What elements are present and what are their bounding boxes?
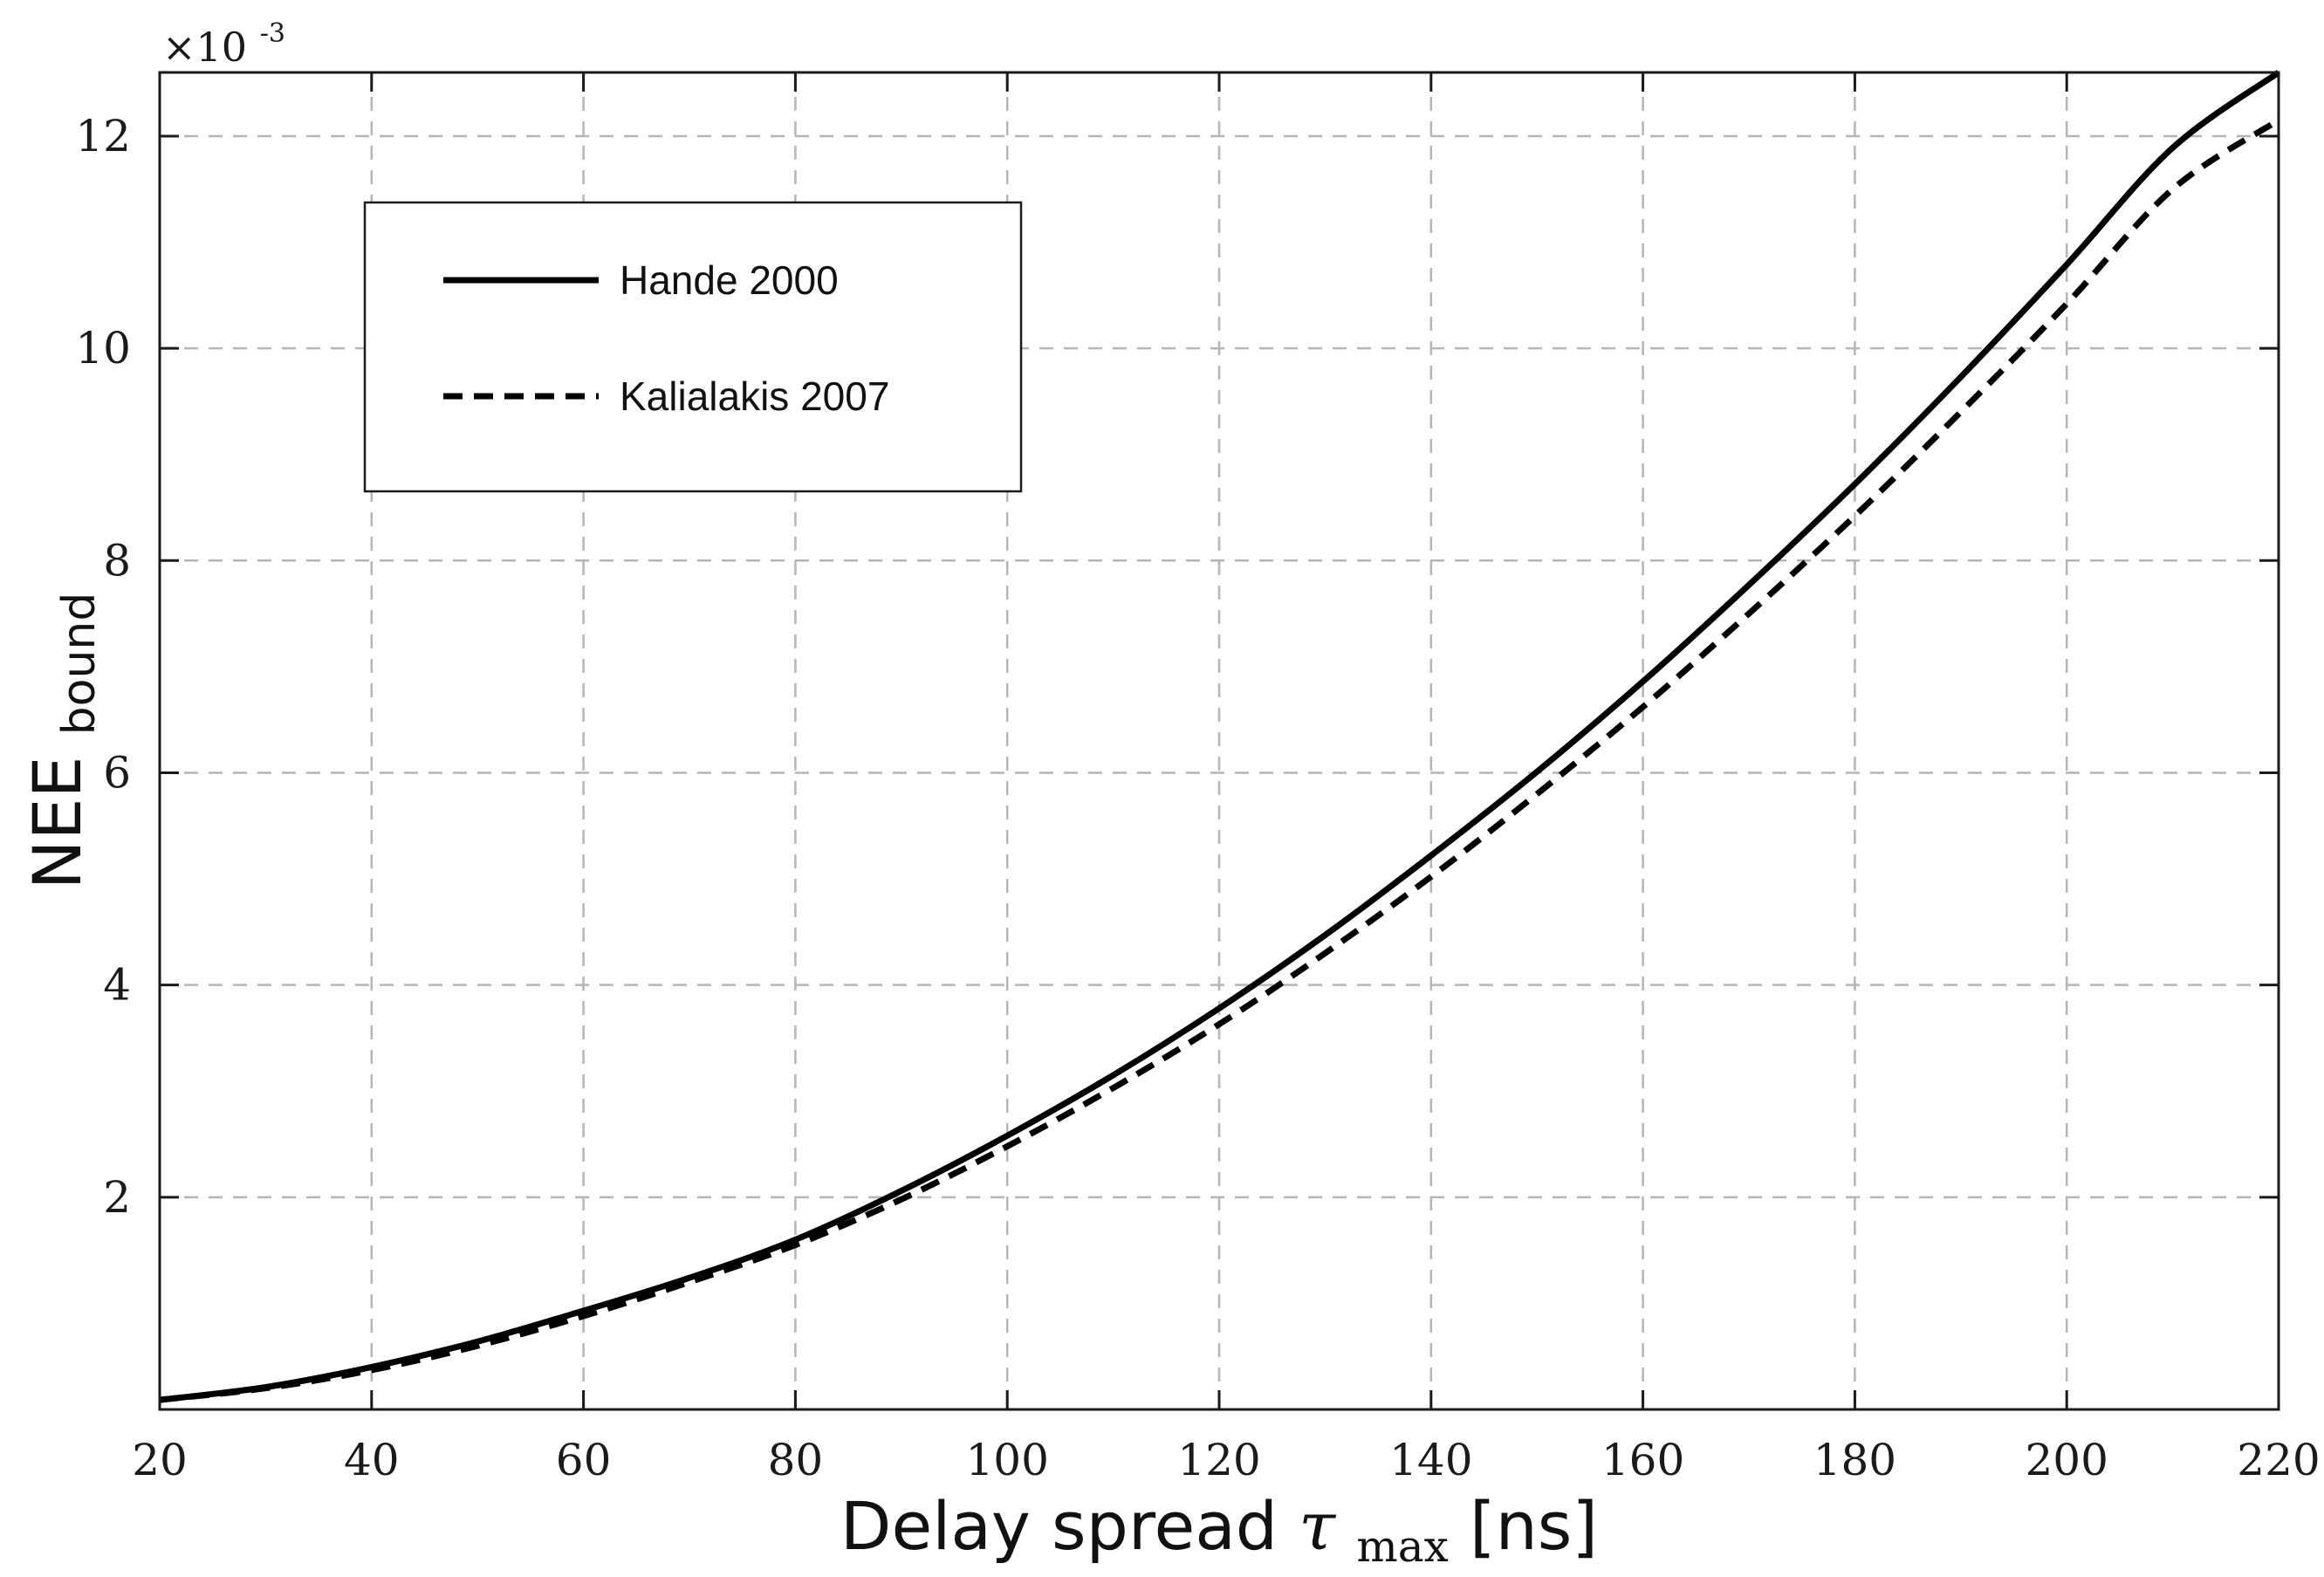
- x-tick-label: 200: [2025, 1435, 2108, 1485]
- x-axis-title-prefix: Delay spread: [840, 1487, 1299, 1565]
- y-exponent-prefix: ×10: [162, 24, 247, 71]
- legend-label-kalialakis-2007: Kalialakis 2007: [620, 374, 889, 419]
- x-tick-label: 20: [132, 1435, 188, 1485]
- tick-marks: [158, 72, 2280, 1409]
- legend-label-hande-2000: Hande 2000: [620, 257, 839, 303]
- y-tick-label: 4: [103, 960, 131, 1011]
- x-tick-label: 60: [556, 1435, 612, 1485]
- x-axis-title: Delay spread τ max [ns]: [840, 1487, 1598, 1577]
- y-axis-title-subscript: bound: [53, 593, 106, 736]
- x-tick-label: 40: [344, 1435, 400, 1485]
- legend-box: [363, 201, 1023, 493]
- y-tick-label: 2: [103, 1172, 131, 1223]
- y-tick-label: 10: [75, 323, 131, 374]
- series-layer: [159, 70, 2281, 1403]
- y-tick-label: 6: [103, 747, 131, 798]
- y-tick-label: 12: [75, 111, 131, 161]
- x-tick-labels: 20 40 60 80 100 120 140 160 180 200 220: [132, 1435, 2321, 1485]
- y-tick-labels: 2 4 6 8 10 12: [75, 111, 131, 1223]
- x-axis-title-subscript: max: [1356, 1521, 1448, 1572]
- x-tick-label: 220: [2237, 1435, 2320, 1485]
- x-tick-label: 160: [1601, 1435, 1684, 1485]
- y-exponent-label: ×10 -3: [162, 18, 285, 71]
- x-tick-label: 180: [1813, 1435, 1896, 1485]
- x-axis-title-suffix: [ns]: [1470, 1487, 1598, 1565]
- y-axis-title-main: NEE: [18, 757, 96, 890]
- grid: [160, 72, 2279, 1409]
- series-line-kalialakis-2007: [159, 117, 2280, 1403]
- x-tick-label: 120: [1177, 1435, 1260, 1485]
- series-line-hande-2000: [159, 70, 2281, 1403]
- x-tick-label: 140: [1389, 1435, 1472, 1485]
- y-axis-title: NEE bound: [18, 593, 106, 890]
- y-tick-label: 8: [103, 535, 131, 586]
- x-axis-title-symbol: τ: [1299, 1487, 1337, 1565]
- legend: Hande 2000 Kalialakis 2007: [363, 201, 1023, 493]
- y-exponent-power: -3: [260, 18, 285, 49]
- x-tick-label: 80: [768, 1435, 824, 1485]
- x-tick-label: 100: [965, 1435, 1048, 1485]
